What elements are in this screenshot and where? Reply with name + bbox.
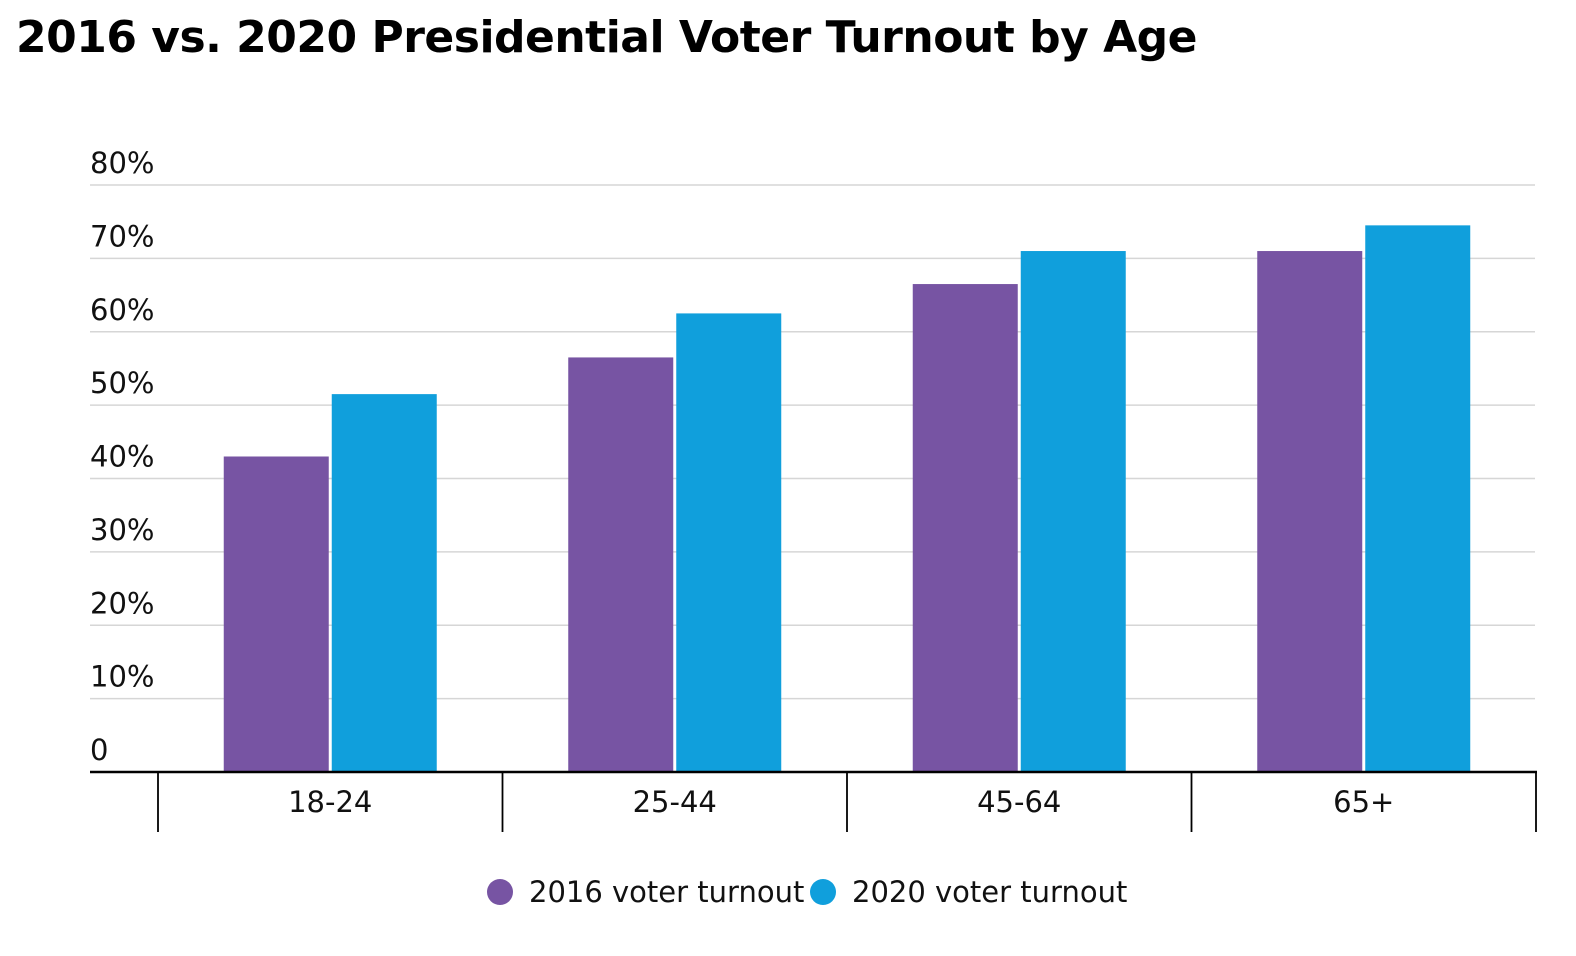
y-tick-label: 0 — [90, 733, 108, 767]
bar-2016-25-44 — [568, 357, 674, 772]
y-tick-label: 50% — [90, 366, 154, 400]
x-axis-ticks: 18-24 25-44 45-64 65+ — [288, 785, 1394, 819]
y-tick-label: 80% — [90, 146, 154, 180]
bar-2020-18-24 — [331, 394, 437, 772]
legend-label: 2016 voter turnout — [529, 875, 804, 909]
y-axis-ticks: 0 10% 20% 30% 40% 50% 60% 70% 80% — [90, 146, 154, 767]
chart-title: 2016 vs. 2020 Presidential Voter Turnout… — [16, 12, 1197, 63]
bars — [223, 225, 1471, 773]
bar-2016-45-64 — [912, 284, 1018, 772]
bar-2020-45-64 — [1020, 251, 1126, 773]
y-tick-label: 40% — [90, 440, 154, 474]
bar-2020-65+ — [1365, 225, 1471, 772]
y-tick-label: 20% — [90, 586, 154, 620]
legend-label: 2020 voter turnout — [852, 875, 1127, 909]
x-tick-label: 25-44 — [633, 785, 717, 819]
legend-swatch-2020 — [810, 879, 836, 905]
bar-2020-25-44 — [676, 313, 782, 772]
y-tick-label: 70% — [90, 219, 154, 253]
x-tick-label: 65+ — [1333, 785, 1394, 819]
legend-swatch-2016 — [487, 879, 513, 905]
x-tick-label: 18-24 — [288, 785, 372, 819]
bar-2016-18-24 — [223, 456, 329, 772]
x-axis — [90, 770, 1537, 832]
y-tick-label: 10% — [90, 660, 154, 694]
x-tick-label: 45-64 — [977, 785, 1061, 819]
y-tick-label: 30% — [90, 513, 154, 547]
y-tick-label: 60% — [90, 293, 154, 327]
legend: 2016 voter turnout 2020 voter turnout — [487, 875, 1127, 909]
bar-2016-65+ — [1257, 251, 1363, 773]
